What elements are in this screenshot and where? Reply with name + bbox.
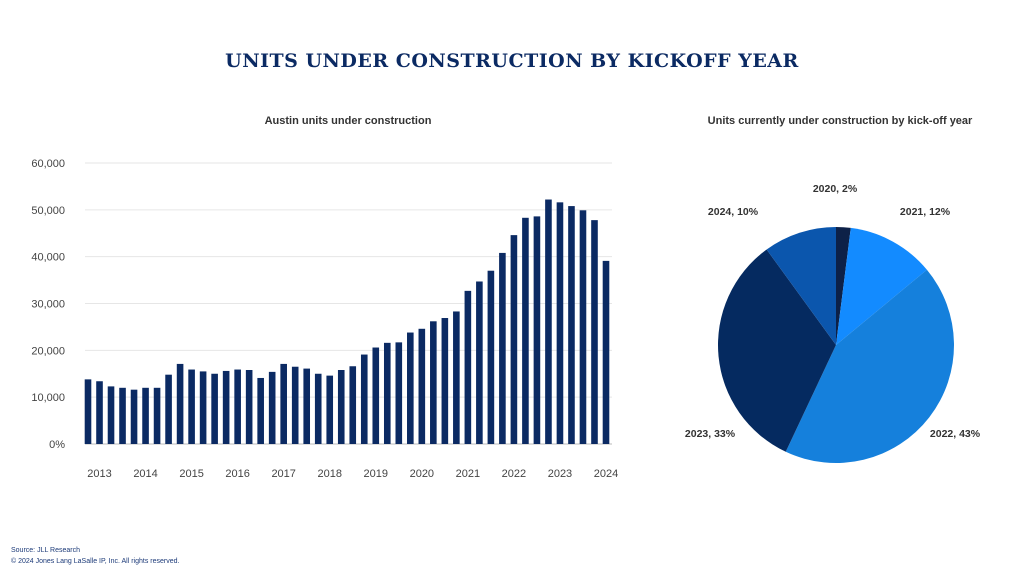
bar <box>303 368 311 444</box>
x-tick-label: 2022 <box>502 468 526 480</box>
bar <box>602 260 610 444</box>
bar <box>522 217 529 444</box>
bar <box>430 321 437 444</box>
page-title: UNITS UNDER CONSTRUCTION BY KICKOFF YEAR <box>225 50 799 72</box>
pie-slice <box>766 227 836 345</box>
x-tick-label: 2018 <box>317 468 341 480</box>
bar <box>499 252 506 444</box>
copyright-note: © 2024 Jones Lang LaSalle IP, Inc. All r… <box>11 558 180 565</box>
y-tick-label: 0% <box>49 439 65 451</box>
bar <box>130 389 138 444</box>
bar <box>556 202 564 444</box>
pie-slice <box>718 249 836 452</box>
bar <box>533 216 541 444</box>
bar <box>268 371 276 444</box>
bar <box>153 387 161 444</box>
bar <box>395 342 403 444</box>
source-note: Source: JLL Research <box>11 547 80 554</box>
x-tick-label: 2013 <box>87 468 111 480</box>
bar <box>107 386 115 444</box>
bar <box>84 379 92 444</box>
pie-chart-title: Units currently under construction by ki… <box>707 115 973 127</box>
bar <box>383 342 391 444</box>
x-tick-label: 2014 <box>133 468 157 480</box>
bar <box>418 328 426 444</box>
bar <box>326 375 334 444</box>
y-tick-label: 40,000 <box>31 252 65 264</box>
bar <box>314 373 322 444</box>
bar <box>234 369 241 444</box>
x-tick-label: 2023 <box>548 468 572 480</box>
bar <box>579 210 587 444</box>
pie-label: 2020, 2% <box>813 183 858 195</box>
x-tick-label: 2024 <box>594 468 618 480</box>
y-tick-label: 10,000 <box>31 392 65 404</box>
bar <box>510 235 518 444</box>
bar <box>96 381 103 444</box>
bar <box>568 206 575 444</box>
bar-chart-title: Austin units under construction <box>264 115 432 127</box>
bar <box>291 366 299 444</box>
y-tick-label: 60,000 <box>31 158 65 170</box>
x-tick-label: 2020 <box>410 468 434 480</box>
bar <box>476 281 483 444</box>
y-tick-label: 30,000 <box>31 299 65 311</box>
bar <box>349 366 357 444</box>
pie-label: 2023, 33% <box>685 428 736 440</box>
bar <box>142 387 149 444</box>
bar <box>591 220 598 444</box>
y-tick-label: 50,000 <box>31 205 65 217</box>
x-tick-label: 2016 <box>225 468 249 480</box>
bar <box>119 387 126 444</box>
pie-label: 2024, 10% <box>708 206 759 218</box>
pie-label: 2021, 12% <box>900 206 951 218</box>
x-tick-label: 2017 <box>271 468 295 480</box>
bar <box>257 377 264 444</box>
x-tick-label: 2019 <box>364 468 388 480</box>
bar <box>487 270 495 444</box>
bar <box>453 311 460 444</box>
bar <box>441 318 449 444</box>
bar <box>176 363 184 444</box>
pie-slice <box>836 227 851 345</box>
bar <box>222 370 230 444</box>
bar <box>372 347 380 444</box>
bar <box>464 290 472 444</box>
x-tick-label: 2015 <box>179 468 203 480</box>
bar <box>545 199 552 444</box>
bar <box>245 370 253 444</box>
bar <box>211 373 218 444</box>
bar <box>337 370 345 444</box>
bar <box>360 354 368 444</box>
pie-slice <box>785 269 954 463</box>
bar <box>280 363 287 444</box>
pie-slice <box>836 227 927 345</box>
x-tick-label: 2021 <box>456 468 480 480</box>
bar <box>165 374 172 444</box>
bar <box>199 371 207 444</box>
bar <box>188 369 195 444</box>
bar <box>407 332 414 444</box>
y-tick-label: 20,000 <box>31 345 65 357</box>
pie-label: 2022, 43% <box>930 428 981 440</box>
